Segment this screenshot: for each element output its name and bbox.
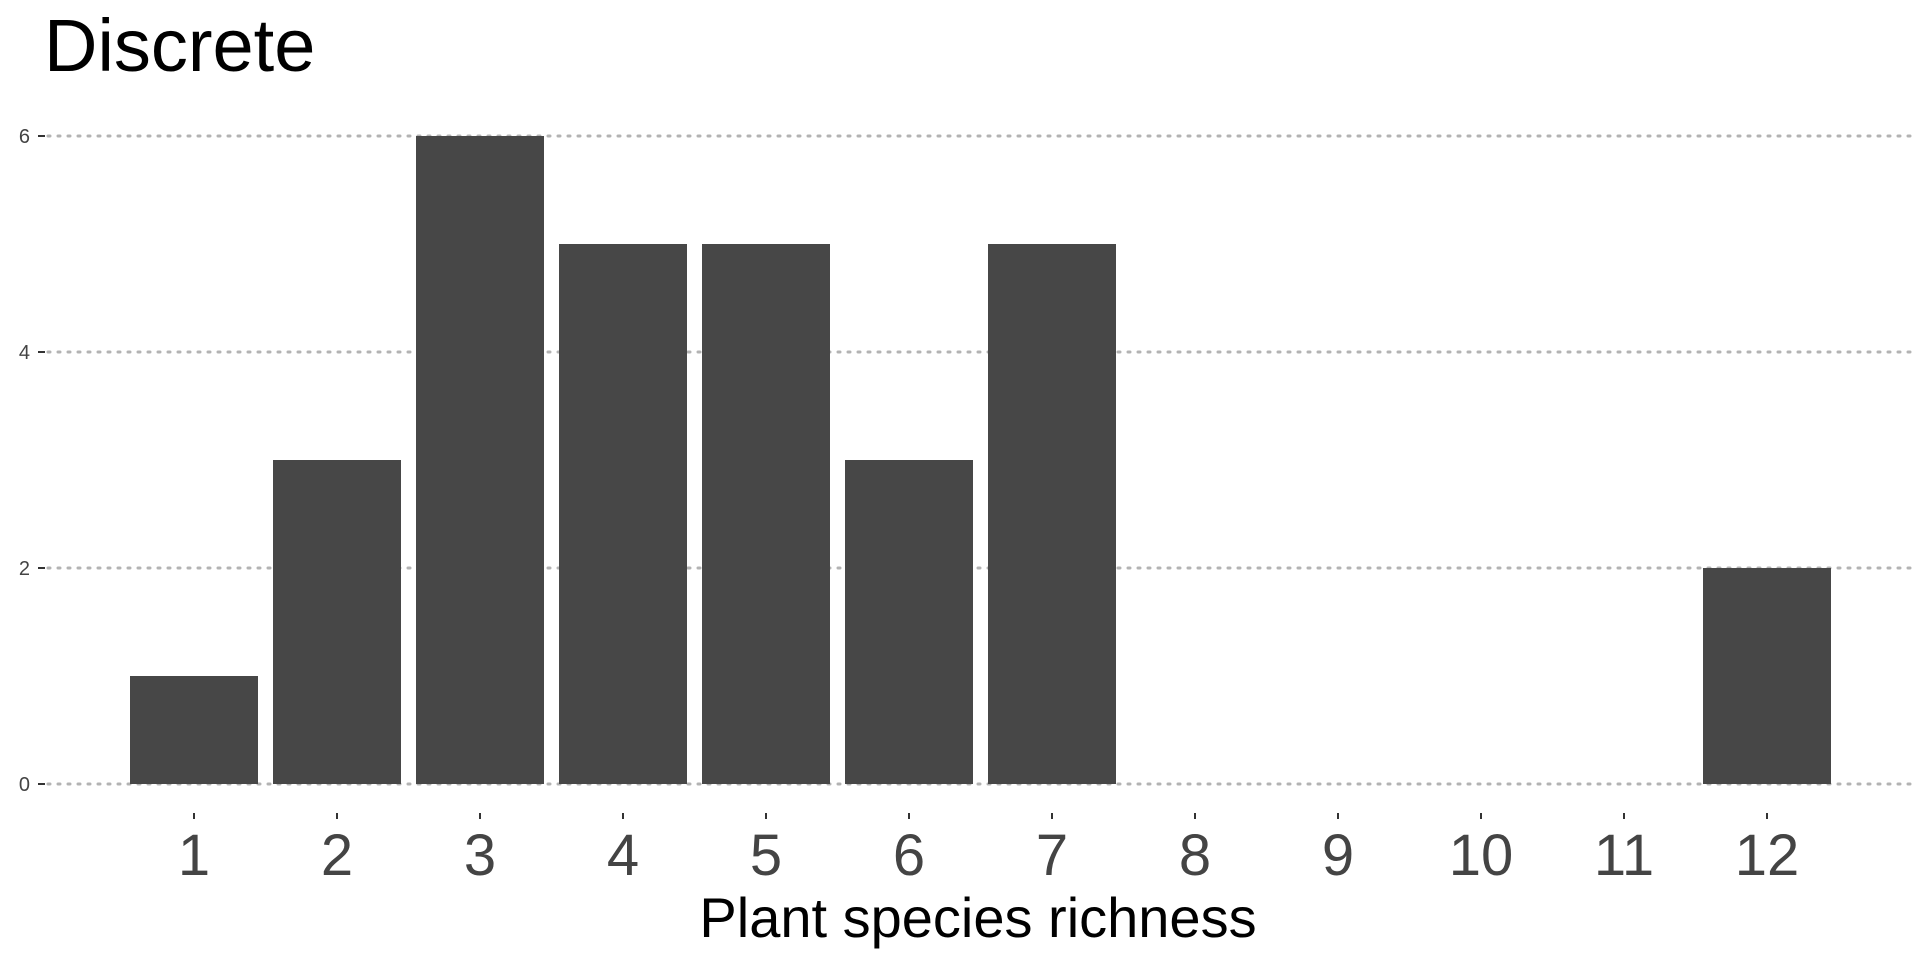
chart-title: Discrete bbox=[44, 4, 315, 87]
x-tick-label: 11 bbox=[1594, 823, 1654, 888]
x-axis: 1 2 3 4 5 6 7 8 9 10 11 12 bbox=[178, 813, 1799, 888]
bar-6 bbox=[845, 460, 973, 784]
x-tick-label: 6 bbox=[893, 823, 925, 888]
bar-4 bbox=[559, 244, 687, 784]
x-tick-label: 5 bbox=[750, 823, 782, 888]
bar-7 bbox=[988, 244, 1116, 784]
x-tick-label: 4 bbox=[607, 823, 639, 888]
x-tick-label: 12 bbox=[1735, 823, 1800, 888]
x-tick-label: 1 bbox=[178, 823, 210, 888]
x-tick-label: 7 bbox=[1036, 823, 1068, 888]
bar-1 bbox=[130, 676, 258, 784]
y-tick-label: 2 bbox=[19, 558, 30, 580]
y-tick-label: 0 bbox=[19, 774, 30, 796]
x-tick-label: 2 bbox=[321, 823, 353, 888]
bar-12 bbox=[1703, 568, 1831, 784]
y-axis: 0 2 4 6 bbox=[19, 126, 45, 796]
y-tick-label: 4 bbox=[19, 342, 30, 364]
x-tick-label: 8 bbox=[1179, 823, 1211, 888]
x-tick-label: 3 bbox=[464, 823, 496, 888]
bar-2 bbox=[273, 460, 401, 784]
x-tick-label: 9 bbox=[1322, 823, 1354, 888]
bar-5 bbox=[702, 244, 830, 784]
bar-3 bbox=[416, 136, 544, 784]
x-tick-label: 10 bbox=[1449, 823, 1514, 888]
bars bbox=[130, 136, 1831, 784]
x-axis-label: Plant species richness bbox=[699, 886, 1256, 949]
y-tick-label: 6 bbox=[19, 126, 30, 148]
